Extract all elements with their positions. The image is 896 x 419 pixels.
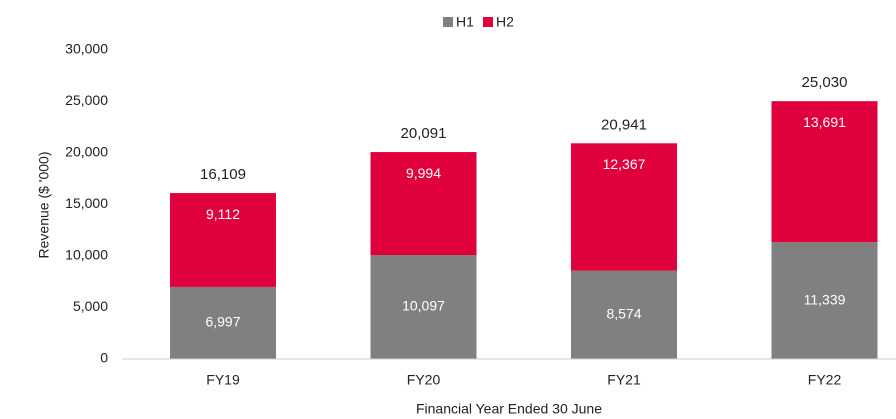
bar-segment [771,242,878,359]
bar-segment [571,270,677,359]
x-axis-title: Financial Year Ended 30 June [416,401,602,417]
data-label: 8,574 [606,306,641,322]
total-label: 20,941 [601,116,647,133]
y-tick-label: 20,000 [65,144,108,160]
total-label: 16,109 [200,166,246,183]
y-tick-label: 5,000 [73,298,108,314]
total-label: 20,091 [401,125,447,142]
y-tick-label: 30,000 [65,41,108,57]
legend-swatch [443,17,453,27]
bar-segment [571,143,677,271]
x-tick-label: FY21 [607,372,641,388]
bar-segment [170,193,276,287]
y-tick-label: 15,000 [65,195,108,211]
legend-label: H1 [456,14,474,30]
data-label: 10,097 [402,298,445,314]
y-tick-label: 0 [100,350,108,366]
x-tick-label: FY20 [407,372,441,388]
total-label: 25,030 [802,74,848,91]
data-label: 12,367 [603,156,646,172]
data-label: 6,997 [205,314,240,330]
bar-segment [370,152,477,256]
y-tick-label: 10,000 [65,247,108,263]
bar-segment [170,286,276,359]
data-label: 9,112 [206,206,240,222]
data-label: 11,339 [804,291,846,307]
data-label: 9,994 [406,165,441,181]
legend-swatch [483,17,493,27]
x-tick-label: FY19 [206,372,240,388]
y-tick-label: 25,000 [65,92,108,108]
bar-segment [771,101,878,243]
bar-segment [370,255,477,359]
y-axis-title: Revenue ($ '000) [36,152,52,259]
x-tick-label: FY22 [808,372,842,388]
data-label: 13,691 [803,114,846,130]
legend-label: H2 [496,14,514,30]
